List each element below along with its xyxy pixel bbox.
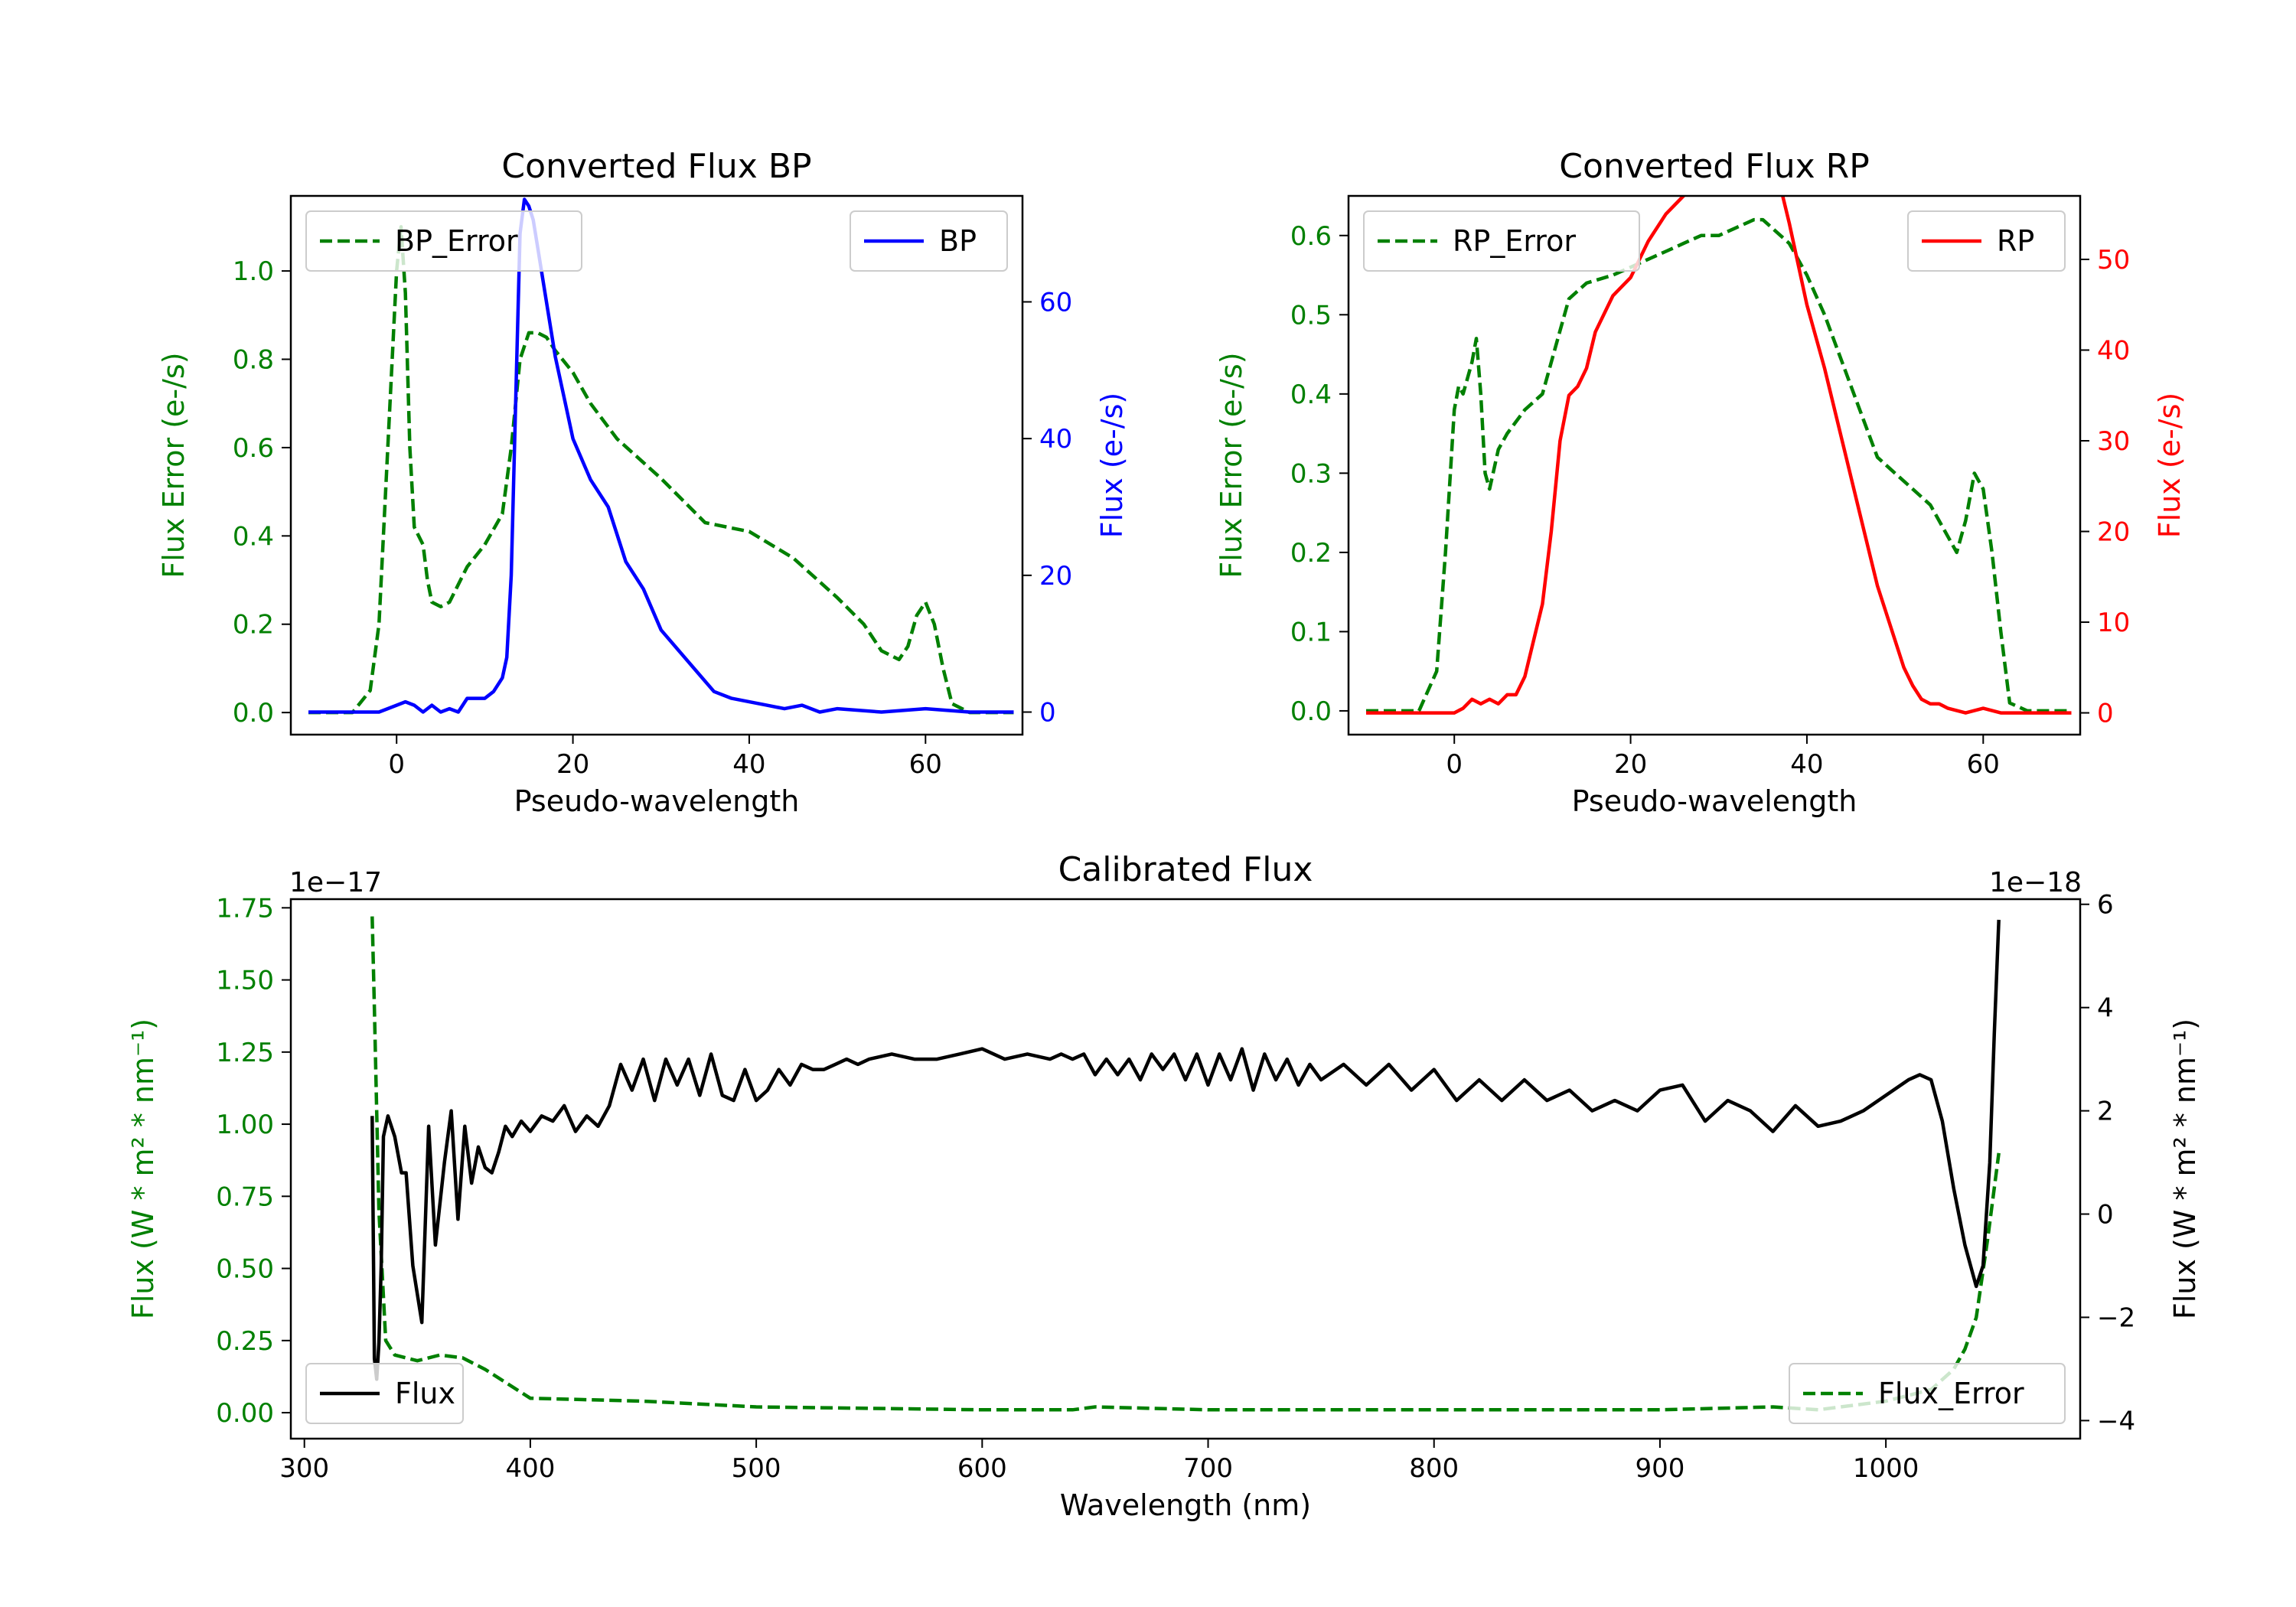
x-tick-label: 60 bbox=[909, 749, 942, 780]
y-left-tick-label: 0.00 bbox=[216, 1398, 274, 1429]
legend-label: RP bbox=[1997, 224, 2034, 258]
y-right-axis-label: Flux (e-/s) bbox=[1095, 393, 1129, 538]
y-left-tick-label: 0.6 bbox=[1290, 221, 1332, 252]
y-left-tick-label: 0.75 bbox=[216, 1182, 274, 1212]
legend-box bbox=[850, 210, 1008, 272]
plot-frame bbox=[289, 194, 1024, 736]
y-right-axis-label: Flux (W * m² * nm⁻¹) bbox=[2168, 1019, 2202, 1319]
series-line-rp-error bbox=[1366, 217, 2072, 713]
legend-label: BP_Error bbox=[395, 224, 518, 258]
chart-title: Converted Flux RP bbox=[1559, 147, 1870, 186]
y-left-offset-label: 1e−17 bbox=[289, 867, 382, 898]
legend-label: BP bbox=[939, 224, 977, 258]
y-left-tick-label: 0.2 bbox=[1290, 538, 1332, 569]
y-left-tick-label: 1.50 bbox=[216, 966, 274, 996]
x-tick-label: 0 bbox=[1446, 749, 1463, 780]
y-right-tick-label: 60 bbox=[1039, 287, 1072, 318]
chart-calibrated: Calibrated Flux 300 400 500 600 700 800 900 1000… bbox=[126, 850, 2202, 1522]
x-tick-label: 900 bbox=[1635, 1453, 1684, 1484]
y-left-tick-label: 0.1 bbox=[1290, 617, 1332, 647]
y-right-tick-label: 30 bbox=[2097, 426, 2130, 457]
y-left-axis-label: Flux Error (e-/s) bbox=[1215, 352, 1248, 578]
y-left-tick-label: 1.0 bbox=[233, 256, 274, 287]
y-right-tick-label: 50 bbox=[2097, 245, 2130, 275]
y-right-tick-label: 6 bbox=[2097, 890, 2114, 921]
y-left-tick-label: 1.75 bbox=[216, 893, 274, 924]
x-tick-label: 60 bbox=[1967, 749, 2000, 780]
y-left-tick-label: 0.25 bbox=[216, 1326, 274, 1357]
y-right-offset-label: 1e−18 bbox=[1989, 867, 2082, 898]
y-left-tick-label: 1.25 bbox=[216, 1038, 274, 1068]
y-left-tick-label: 0.6 bbox=[233, 433, 274, 464]
y-right-tick-label: 0 bbox=[2097, 1200, 2114, 1231]
legend-rp-error: RP_Error bbox=[1363, 210, 1640, 272]
chart-rp: Converted Flux RP 0 20 40 60 Pseudo-wavelengt… bbox=[1215, 147, 2187, 818]
legend-flux-error: Flux_Error bbox=[1789, 1363, 2066, 1424]
x-tick-label: 800 bbox=[1409, 1453, 1459, 1484]
y-left-tick-label: 0.5 bbox=[1290, 300, 1332, 331]
y-right-tick-label: −2 bbox=[2097, 1302, 2135, 1333]
x-tick-label: 500 bbox=[732, 1453, 781, 1484]
chart-bp: Converted Flux BP 0 20 40 60 Pseudo-wavelengt… bbox=[157, 147, 1129, 818]
legend-box bbox=[1907, 210, 2066, 272]
series-line-bp-error bbox=[308, 225, 1014, 715]
y-right-tick-label: 40 bbox=[2097, 335, 2130, 366]
series-line-bp bbox=[308, 197, 1014, 714]
x-tick-label: 300 bbox=[279, 1453, 329, 1484]
chart-title: Calibrated Flux bbox=[1058, 850, 1313, 889]
legend-box bbox=[305, 210, 582, 272]
x-axis-label: Wavelength (nm) bbox=[1060, 1488, 1311, 1522]
plot-frame bbox=[289, 898, 2082, 1440]
x-tick-label: 20 bbox=[1614, 749, 1647, 780]
series-line-rp bbox=[1366, 196, 2072, 715]
legend-box bbox=[1363, 210, 1640, 272]
y-left-tick-label: 1.00 bbox=[216, 1110, 274, 1140]
y-left-tick-label: 0.3 bbox=[1290, 458, 1332, 489]
y-left-tick-label: 0.50 bbox=[216, 1254, 274, 1285]
x-axis-label: Pseudo-wavelength bbox=[514, 784, 800, 818]
y-right-tick-label: 0 bbox=[2097, 699, 2114, 729]
y-left-tick-label: 0.0 bbox=[1290, 696, 1332, 727]
legend-label: Flux_Error bbox=[1878, 1377, 2024, 1410]
x-tick-label: 1000 bbox=[1853, 1453, 1919, 1484]
legend-rp: RP bbox=[1907, 210, 2066, 272]
y-right-tick-label: 10 bbox=[2097, 608, 2130, 638]
y-left-tick-label: 0.2 bbox=[233, 610, 274, 641]
legend-bp: BP bbox=[850, 210, 1008, 272]
x-tick-label: 700 bbox=[1183, 1453, 1233, 1484]
x-tick-label: 20 bbox=[556, 749, 589, 780]
legend-label: RP_Error bbox=[1453, 224, 1576, 258]
y-left-tick-label: 0.0 bbox=[233, 698, 274, 729]
chart-title: Converted Flux BP bbox=[501, 147, 811, 186]
legend-box bbox=[305, 1363, 464, 1424]
y-right-tick-label: 20 bbox=[1039, 561, 1072, 592]
legend-bp-error: BP_Error bbox=[305, 210, 582, 272]
y-right-axis-label: Flux (e-/s) bbox=[2153, 393, 2187, 538]
y-right-tick-label: 2 bbox=[2097, 1097, 2114, 1127]
y-left-axis-label: Flux Error (e-/s) bbox=[157, 352, 191, 578]
y-left-axis-label: Flux (W * m² * nm⁻¹) bbox=[126, 1019, 160, 1319]
plot-frame bbox=[1347, 194, 2082, 736]
y-left-tick-label: 0.4 bbox=[1290, 380, 1332, 410]
y-right-tick-label: 4 bbox=[2097, 993, 2114, 1024]
series-line-flux bbox=[370, 919, 2001, 1381]
x-tick-label: 40 bbox=[1790, 749, 1823, 780]
legend-box bbox=[1789, 1363, 2066, 1424]
y-left-tick-label: 0.4 bbox=[233, 521, 274, 552]
legend-flux: Flux bbox=[305, 1363, 464, 1424]
y-right-tick-label: 20 bbox=[2097, 517, 2130, 548]
y-right-tick-label: 40 bbox=[1039, 424, 1072, 455]
y-right-tick-label: −4 bbox=[2097, 1406, 2135, 1436]
x-tick-label: 0 bbox=[388, 749, 405, 780]
y-left-tick-label: 0.8 bbox=[233, 345, 274, 376]
legend-label: Flux bbox=[395, 1377, 455, 1410]
x-tick-label: 600 bbox=[957, 1453, 1007, 1484]
x-axis-label: Pseudo-wavelength bbox=[1572, 784, 1857, 818]
x-tick-label: 40 bbox=[732, 749, 765, 780]
series-line-flux-error bbox=[370, 916, 2001, 1412]
x-tick-label: 400 bbox=[505, 1453, 555, 1484]
y-right-tick-label: 0 bbox=[1039, 698, 1056, 729]
